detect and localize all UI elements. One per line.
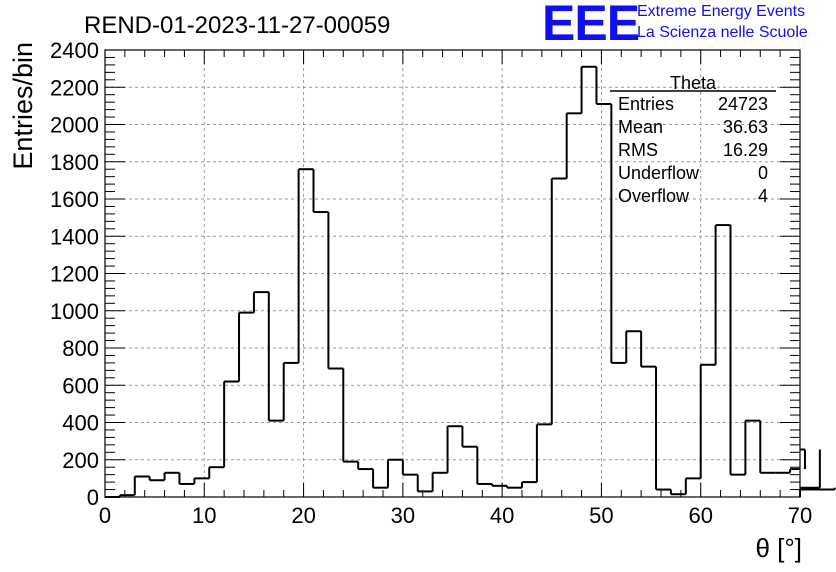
y-tick-label: 2200 xyxy=(50,75,99,100)
stats-title: Theta xyxy=(670,73,717,93)
stats-value: 4 xyxy=(758,186,768,206)
y-tick-label: 200 xyxy=(62,448,99,473)
x-tick-label: 60 xyxy=(688,503,712,528)
histogram-bars xyxy=(105,65,836,498)
y-tick-label: 600 xyxy=(62,373,99,398)
x-tick-label: 10 xyxy=(192,503,216,528)
logo-line-2: La Scienza nelle Scuole xyxy=(637,24,808,41)
y-axis-label: Entries/bin xyxy=(8,42,38,170)
stats-value: 24723 xyxy=(718,94,768,114)
y-tick-label: 1600 xyxy=(50,187,99,212)
axis-ticks xyxy=(104,49,801,498)
chart-title: REND-01-2023-11-27-00059 xyxy=(84,12,390,39)
x-axis-label: θ [°] xyxy=(755,533,802,563)
y-tick-label: 1000 xyxy=(50,299,99,324)
stats-label: RMS xyxy=(618,140,658,160)
eee-logo: EEE xyxy=(542,0,640,51)
x-tick-label: 20 xyxy=(291,503,315,528)
y-tick-labels: 0 200 400 600 800 1000 1200 1400 1600 1800 2000 220… xyxy=(50,38,99,510)
stats-label: Mean xyxy=(618,117,663,137)
x-tick-labels: 0 10 20 30 40 50 60 70 xyxy=(99,503,812,528)
y-tick-label: 1400 xyxy=(50,224,99,249)
y-tick-label: 2000 xyxy=(50,113,99,138)
x-tick-label: 50 xyxy=(589,503,613,528)
y-tick-label: 0 xyxy=(87,485,99,510)
stats-label: Overflow xyxy=(618,186,690,206)
stats-label: Underflow xyxy=(618,163,700,183)
x-tick-label: 40 xyxy=(490,503,514,528)
y-tick-label: 2400 xyxy=(50,38,99,63)
y-tick-label: 800 xyxy=(62,336,99,361)
stats-value: 16.29 xyxy=(723,140,768,160)
stats-value: 0 xyxy=(758,163,768,183)
stats-label: Entries xyxy=(618,94,674,114)
x-tick-label: 30 xyxy=(391,503,415,528)
y-tick-label: 1800 xyxy=(50,150,99,175)
logo-line-1: Extreme Energy Events xyxy=(637,3,806,20)
grid-lines xyxy=(105,50,800,497)
x-tick-label: 0 xyxy=(99,503,111,528)
y-tick-label: 1200 xyxy=(50,262,99,287)
stats-value: 36.63 xyxy=(723,117,768,137)
y-tick-label: 400 xyxy=(62,411,99,436)
x-tick-label: 70 xyxy=(788,503,812,528)
